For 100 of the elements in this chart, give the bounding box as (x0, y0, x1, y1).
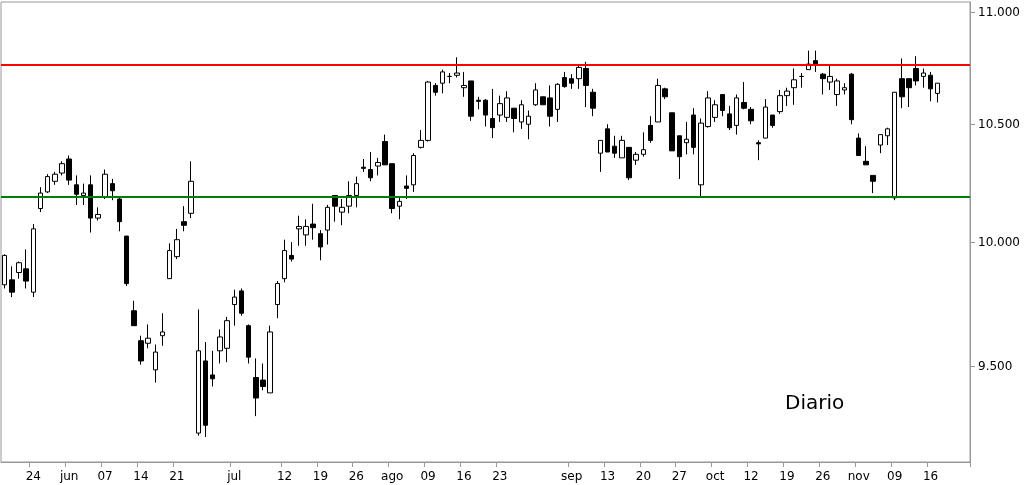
candlestick (935, 82, 940, 103)
x-tick-label: 19 (779, 469, 795, 483)
candlestick (569, 73, 574, 90)
candlestick (849, 72, 854, 125)
candlestick (562, 71, 567, 89)
x-tick-label: 26 (815, 469, 831, 483)
candlestick (476, 96, 481, 110)
x-tick-label: 12 (276, 469, 293, 483)
x-tick-label: nov (847, 469, 870, 483)
candlestick (519, 99, 524, 130)
candlestick (892, 91, 897, 201)
candlestick (188, 160, 194, 219)
candlestick (490, 88, 495, 139)
candlestick (720, 94, 725, 117)
x-tick-label: ago (381, 469, 404, 483)
candlestick (526, 109, 531, 140)
candlestick (734, 94, 739, 136)
candlestick (669, 112, 675, 152)
annotation: Diario (785, 390, 845, 414)
candlestick (856, 132, 861, 157)
candlestick (289, 241, 294, 263)
candlestick (2, 253, 7, 289)
candlestick (95, 206, 101, 221)
x-tick-label: 24 (25, 469, 41, 483)
x-tick-label: 27 (671, 469, 687, 483)
candlestick (684, 121, 689, 155)
candlestick (354, 176, 359, 208)
x-tick-label: 20 (635, 469, 652, 483)
candlestick (763, 98, 768, 139)
candlestick (167, 242, 172, 280)
candlestick (691, 107, 696, 155)
candlestick (81, 183, 86, 206)
candlestick (648, 115, 653, 144)
candlestick (878, 134, 883, 154)
candlestick (677, 135, 682, 180)
candlestick (791, 68, 797, 106)
candlestick (440, 69, 445, 94)
candlestick (727, 105, 732, 131)
candlestick (131, 300, 137, 327)
candlestick (361, 158, 366, 173)
x-tick-label: 21 (169, 469, 185, 483)
candlestick (741, 81, 747, 110)
candlestick (885, 127, 890, 146)
candlestick (454, 56, 460, 79)
candlestick (124, 235, 129, 287)
candlestick (110, 178, 115, 201)
x-tick-label: 12 (743, 469, 759, 483)
candlestick (318, 229, 323, 261)
candlestick (196, 308, 201, 437)
candlestick (770, 114, 775, 129)
candlestick (174, 228, 180, 260)
candlestick (203, 341, 208, 438)
x-tick-label: 19 (312, 469, 329, 483)
candlestick (282, 239, 287, 283)
x-tick-label: 23 (492, 469, 508, 483)
candlestick (117, 196, 122, 232)
candlestick (533, 82, 538, 107)
candlestick (325, 204, 330, 246)
candlestick (368, 151, 373, 182)
x-tick-label: jul (226, 469, 242, 483)
candlestick (433, 82, 438, 97)
x-tick-label: jun (58, 469, 79, 483)
x-tick-label: 09 (420, 469, 436, 483)
candlestick (246, 323, 251, 364)
candlestick (275, 280, 280, 319)
candlestick (339, 198, 345, 226)
candlestick (612, 135, 617, 159)
candlestick (9, 265, 15, 298)
candlestick (842, 82, 847, 96)
y-tick-label: 10.500 (978, 117, 1020, 132)
candlestick (555, 82, 560, 123)
candlestick (31, 223, 36, 298)
y-tick-label: 9.500 (978, 359, 1013, 374)
candlestick (605, 123, 610, 153)
candlestick (88, 174, 93, 233)
candlestick (404, 174, 409, 200)
x-tick-label: 14 (133, 469, 149, 483)
candlestick (411, 152, 416, 193)
x-tick-label: 16 (922, 469, 939, 483)
x-tick-label: 13 (599, 469, 616, 483)
candlestick (74, 174, 79, 206)
candlestick (239, 287, 244, 317)
candlestick (52, 171, 58, 186)
candlestick (870, 174, 876, 194)
x-tick-label: 26 (348, 469, 364, 483)
candlestick (181, 205, 187, 232)
candlestick (160, 312, 165, 347)
y-tick-label: 11.000 (978, 4, 1020, 19)
candlestick (232, 289, 237, 327)
candlestick (748, 106, 754, 125)
candlestick (598, 139, 603, 173)
candlestick (102, 169, 108, 200)
x-tick-label: oct (705, 469, 725, 483)
x-tick-label: 16 (456, 469, 472, 483)
candlestick (153, 344, 158, 384)
candlestick (863, 145, 869, 166)
x-tick-label: sep (561, 469, 583, 483)
candlestick (447, 72, 452, 84)
x-tick-label: 07 (97, 469, 113, 483)
candlestick (921, 68, 926, 89)
